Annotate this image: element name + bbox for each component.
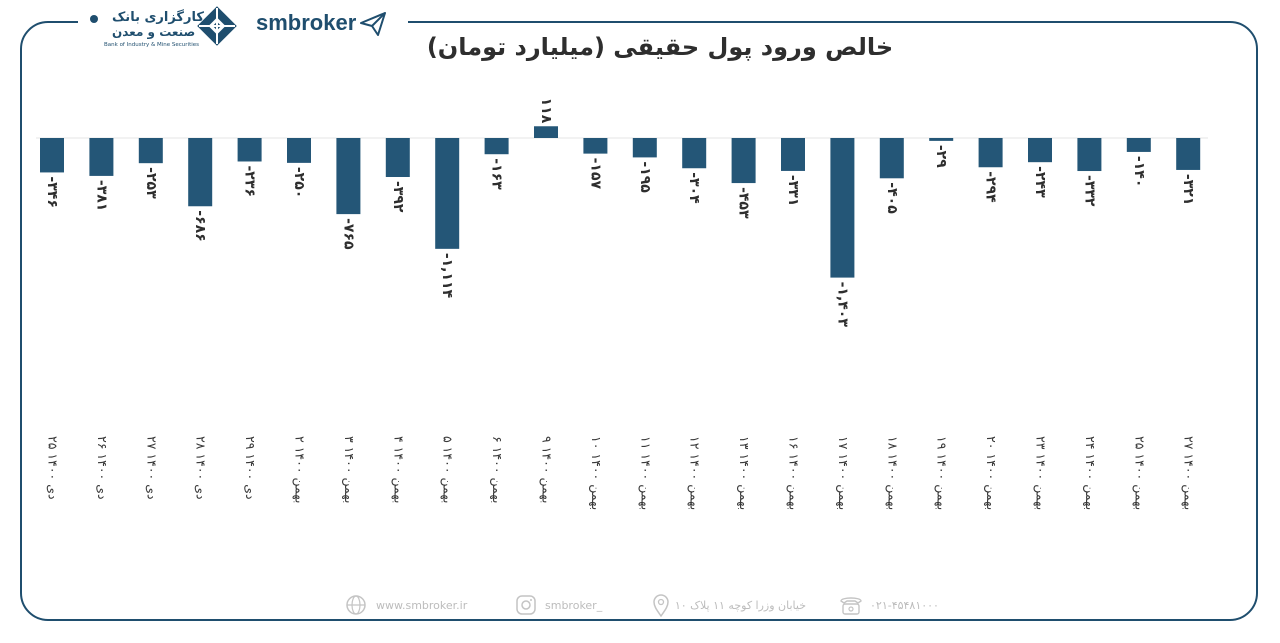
value-label-7: -۳۹۲ — [390, 181, 406, 213]
category-label-3: ۲۸ دی ۱۴۰۰ — [194, 436, 209, 500]
bar-14 — [731, 138, 756, 184]
value-label-6: -۷۶۵ — [340, 218, 356, 250]
bar-23 — [1176, 138, 1201, 170]
instagram-icon — [516, 595, 536, 615]
bar-22 — [1126, 138, 1151, 152]
category-label-7: ۴ بهمن ۱۴۰۰ — [390, 436, 406, 504]
bar-0 — [40, 138, 64, 173]
category-label-12: ۱۱ بهمن ۱۴۰۰ — [637, 436, 653, 510]
bar-2 — [138, 138, 163, 164]
bar-8 — [435, 138, 460, 249]
category-label-13: ۱۲ بهمن ۱۴۰۰ — [687, 436, 703, 510]
category-label-10: ۹ بهمن ۱۴۰۰ — [539, 436, 555, 504]
bar-17 — [879, 138, 904, 179]
category-label-4: ۲۹ دی ۱۴۰۰ — [243, 436, 258, 500]
category-label-14: ۱۳ بهمن ۱۴۰۰ — [736, 436, 752, 510]
value-label-3: -۶۸۶ — [192, 210, 208, 241]
footer-phone[interactable]: ۰۲۱-۴۵۴۸۱۰۰۰ — [870, 599, 939, 612]
value-label-13: -۳۰۴ — [686, 172, 702, 204]
bar-9 — [484, 138, 509, 155]
category-label-5: ۲ بهمن ۱۴۰۰ — [292, 436, 308, 504]
category-label-11: ۱۰ بهمن ۱۴۰۰ — [588, 436, 604, 510]
bar-1 — [89, 138, 114, 176]
value-label-15: -۳۳۱ — [785, 175, 801, 206]
bar-6 — [336, 138, 361, 215]
value-label-8: -۱,۱۱۴ — [439, 253, 455, 299]
value-label-17: -۴۰۵ — [884, 182, 900, 214]
value-label-19: -۲۹۴ — [983, 171, 999, 203]
bar-18 — [929, 138, 954, 141]
value-label-1: -۳۸۱ — [93, 180, 109, 211]
category-label-18: ۱۹ بهمن ۱۴۰۰ — [934, 436, 950, 510]
footer-address: خیابان وزرا کوچه ۱۱ پلاک ۱۰ — [674, 599, 806, 612]
value-label-0: -۳۴۶ — [44, 176, 60, 207]
category-label-2: ۲۷ دی ۱۴۰۰ — [144, 436, 159, 500]
category-label-20: ۲۳ بهمن ۱۴۰۰ — [1033, 436, 1049, 510]
bar-5 — [287, 138, 311, 163]
value-label-18: -۲۹ — [933, 145, 949, 168]
category-label-21: ۲۴ بهمن ۱۴۰۰ — [1082, 436, 1098, 510]
bank-name-line1: کارگزاری بانک — [112, 10, 204, 25]
bar-11 — [583, 138, 608, 154]
value-label-10: ۱۱۸ — [538, 98, 554, 124]
category-label-23: ۲۷ بهمن ۱۴۰۰ — [1181, 436, 1197, 510]
phone-icon — [840, 597, 862, 615]
bank-name-line2: صنعت و معدن — [112, 25, 196, 39]
category-label-16: ۱۷ بهمن ۱۴۰۰ — [835, 436, 851, 510]
bank-name-english: Bank of Industry & Mine Securities — [104, 42, 200, 48]
bar-15 — [781, 138, 805, 171]
category-label-15: ۱۶ بهمن ۱۴۰۰ — [786, 436, 802, 510]
bar-10 — [534, 126, 558, 138]
bar-19 — [978, 138, 1003, 168]
value-label-21: -۳۳۲ — [1081, 175, 1097, 207]
bar-4 — [237, 138, 262, 162]
value-label-12: -۱۹۵ — [637, 161, 653, 193]
category-label-8: ۵ بهمن ۱۴۰۰ — [440, 436, 456, 504]
chart-title: خالص ورود پول حقیقی (میلیارد تومان) — [426, 33, 894, 61]
category-label-17: ۱۸ بهمن ۱۴۰۰ — [884, 436, 900, 510]
bar-21 — [1077, 138, 1102, 172]
bar-7 — [385, 138, 410, 178]
bar-3 — [188, 138, 213, 207]
bar-12 — [632, 138, 657, 158]
value-label-20: -۲۴۳ — [1032, 166, 1048, 198]
value-label-22: -۱۴۰ — [1131, 156, 1147, 187]
bullet-dot — [90, 15, 98, 23]
footer-instagram[interactable]: smbroker_ — [545, 599, 603, 612]
value-label-2: -۲۵۳ — [143, 167, 159, 199]
value-label-5: -۲۵۰ — [291, 167, 307, 198]
category-label-6: ۳ بهمن ۱۴۰۰ — [341, 436, 357, 504]
bar-13 — [682, 138, 707, 169]
chart-frame — [20, 21, 1258, 621]
location-pin-icon — [653, 594, 669, 618]
footer-website[interactable]: www.smbroker.ir — [376, 599, 468, 612]
value-label-11: -۱۵۷ — [587, 158, 603, 190]
value-label-23: -۳۲۱ — [1180, 174, 1196, 205]
value-label-4: -۲۳۶ — [242, 165, 258, 196]
category-label-9: ۶ بهمن ۱۴۰۰ — [489, 436, 505, 504]
value-label-16: -۱,۴۰۳ — [834, 282, 850, 328]
value-label-9: -۱۶۳ — [489, 158, 505, 190]
category-label-1: ۲۶ دی ۱۴۰۰ — [95, 436, 110, 500]
brand-name: smbroker — [256, 10, 357, 35]
category-label-19: ۲۰ بهمن ۱۴۰۰ — [983, 436, 999, 510]
category-label-0: ۲۵ دی ۱۴۰۰ — [46, 436, 61, 500]
bar-20 — [1028, 138, 1052, 163]
category-label-22: ۲۵ بهمن ۱۴۰۰ — [1131, 436, 1147, 510]
paper-plane-icon — [360, 12, 386, 36]
globe-icon — [346, 595, 366, 615]
bank-logo-icon — [197, 6, 237, 46]
bar-16 — [830, 138, 855, 278]
value-label-14: -۴۵۳ — [736, 187, 752, 219]
